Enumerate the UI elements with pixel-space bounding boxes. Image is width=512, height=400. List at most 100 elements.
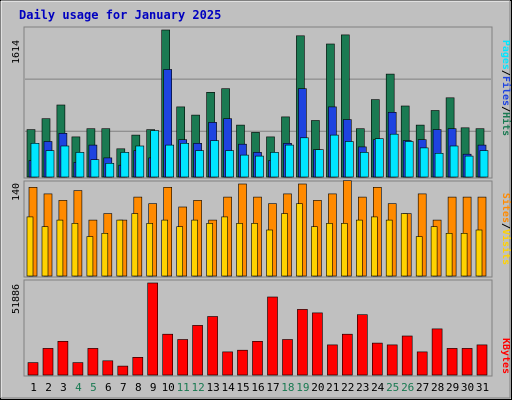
bar-visits-7 bbox=[116, 219, 124, 277]
legend-hits: Hits bbox=[500, 112, 512, 136]
bar-pages-3 bbox=[60, 145, 70, 178]
bar-visits-5 bbox=[86, 236, 94, 277]
bar-kbytes-13 bbox=[207, 316, 218, 376]
bar-pages-23 bbox=[359, 152, 369, 178]
bar-kbytes-30 bbox=[461, 348, 473, 376]
day-label-28: 28 bbox=[431, 381, 444, 394]
bar-visits-9 bbox=[146, 223, 153, 277]
bar-pages-11 bbox=[180, 143, 189, 178]
bar-pages-24 bbox=[374, 138, 384, 178]
bar-pages-19 bbox=[300, 137, 309, 178]
bar-visits-31 bbox=[475, 229, 483, 277]
legend-sep-1: / bbox=[500, 70, 511, 76]
day-label-18: 18 bbox=[281, 381, 294, 394]
day-label-27: 27 bbox=[416, 381, 429, 394]
day-label-23: 23 bbox=[356, 381, 369, 394]
day-label-7: 7 bbox=[120, 381, 127, 394]
bar-visits-13 bbox=[206, 223, 213, 277]
bar-pages-21 bbox=[330, 134, 339, 178]
bar-visits-3 bbox=[56, 219, 64, 277]
bar-pages-25 bbox=[389, 133, 399, 178]
bar-visits-22 bbox=[340, 223, 348, 277]
day-label-21: 21 bbox=[326, 381, 339, 394]
day-label-16: 16 bbox=[251, 381, 264, 394]
bar-kbytes-1 bbox=[27, 362, 39, 376]
bar-pages-9 bbox=[150, 130, 159, 178]
bar-pages-22 bbox=[344, 141, 354, 178]
legend-sep-3: / bbox=[500, 223, 511, 229]
bar-kbytes-10 bbox=[162, 333, 173, 376]
bar-visits-30 bbox=[460, 233, 468, 277]
bar-visits-16 bbox=[251, 223, 258, 277]
bar-visits-2 bbox=[41, 226, 49, 277]
legend-sep-2: / bbox=[500, 106, 511, 112]
middle-legend: Sites/Visits bbox=[500, 193, 512, 265]
day-label-4: 4 bbox=[75, 381, 82, 394]
day-label-31: 31 bbox=[476, 381, 489, 394]
legend-kbytes: KBytes bbox=[500, 338, 511, 374]
legend-sites: Sites bbox=[500, 193, 512, 223]
bar-visits-10 bbox=[161, 219, 168, 277]
day-label-3: 3 bbox=[60, 381, 67, 394]
bar-kbytes-27 bbox=[416, 351, 428, 376]
bar-pages-18 bbox=[285, 144, 294, 178]
chart-title: Daily usage for January 2025 bbox=[19, 8, 221, 22]
day-label-20: 20 bbox=[311, 381, 324, 394]
top-max-label: 1614 bbox=[11, 40, 22, 64]
bar-visits-17 bbox=[266, 229, 273, 277]
day-label-12: 12 bbox=[191, 381, 204, 394]
bar-visits-26 bbox=[400, 213, 408, 277]
bar-pages-2 bbox=[45, 150, 55, 178]
bottom-max-label: 51886 bbox=[11, 284, 22, 314]
bar-kbytes-9 bbox=[147, 282, 158, 376]
bar-kbytes-8 bbox=[132, 356, 144, 376]
bar-pages-27 bbox=[419, 147, 429, 178]
day-label-17: 17 bbox=[266, 381, 279, 394]
bar-visits-14 bbox=[221, 216, 228, 277]
bar-visits-24 bbox=[370, 216, 378, 277]
day-label-14: 14 bbox=[221, 381, 235, 394]
bar-visits-6 bbox=[101, 233, 109, 277]
bar-kbytes-4 bbox=[72, 362, 84, 376]
bar-kbytes-24 bbox=[371, 342, 383, 376]
bar-kbytes-2 bbox=[42, 348, 54, 376]
bar-pages-14 bbox=[225, 150, 234, 178]
bar-kbytes-31 bbox=[476, 344, 488, 376]
bar-kbytes-20 bbox=[312, 312, 323, 376]
bar-kbytes-5 bbox=[87, 348, 99, 376]
top-legend: Pages/Files/Hits bbox=[500, 40, 512, 136]
bar-kbytes-6 bbox=[102, 360, 114, 376]
bar-kbytes-26 bbox=[401, 335, 413, 376]
bar-pages-17 bbox=[270, 152, 279, 178]
day-label-25: 25 bbox=[386, 381, 399, 394]
day-label-26: 26 bbox=[401, 381, 414, 394]
bar-kbytes-14 bbox=[222, 351, 233, 376]
bar-pages-4 bbox=[75, 152, 85, 178]
bar-visits-21 bbox=[326, 223, 333, 277]
day-label-11: 11 bbox=[177, 381, 190, 394]
day-label-10: 10 bbox=[162, 381, 175, 394]
bar-kbytes-17 bbox=[267, 296, 278, 376]
bar-visits-1 bbox=[26, 216, 34, 277]
bar-pages-13 bbox=[210, 140, 219, 178]
day-label-9: 9 bbox=[150, 381, 157, 394]
day-label-1: 1 bbox=[30, 381, 37, 394]
legend-pages: Pages bbox=[500, 40, 511, 70]
bar-pages-28 bbox=[434, 153, 444, 178]
bar-visits-15 bbox=[236, 223, 243, 277]
bar-pages-20 bbox=[315, 149, 324, 178]
day-label-29: 29 bbox=[446, 381, 459, 394]
legend-visits: Visits bbox=[500, 229, 512, 265]
bar-kbytes-7 bbox=[117, 365, 129, 376]
bar-kbytes-25 bbox=[386, 344, 398, 376]
bar-kbytes-3 bbox=[57, 340, 69, 376]
bar-pages-26 bbox=[404, 141, 414, 178]
bar-kbytes-15 bbox=[237, 349, 248, 376]
bar-visits-29 bbox=[445, 233, 453, 277]
bar-kbytes-16 bbox=[252, 340, 263, 376]
bar-pages-12 bbox=[195, 150, 204, 178]
bar-kbytes-29 bbox=[446, 348, 458, 376]
bar-visits-28 bbox=[430, 226, 438, 277]
bar-visits-23 bbox=[355, 219, 363, 277]
legend-files: Files bbox=[500, 76, 512, 106]
